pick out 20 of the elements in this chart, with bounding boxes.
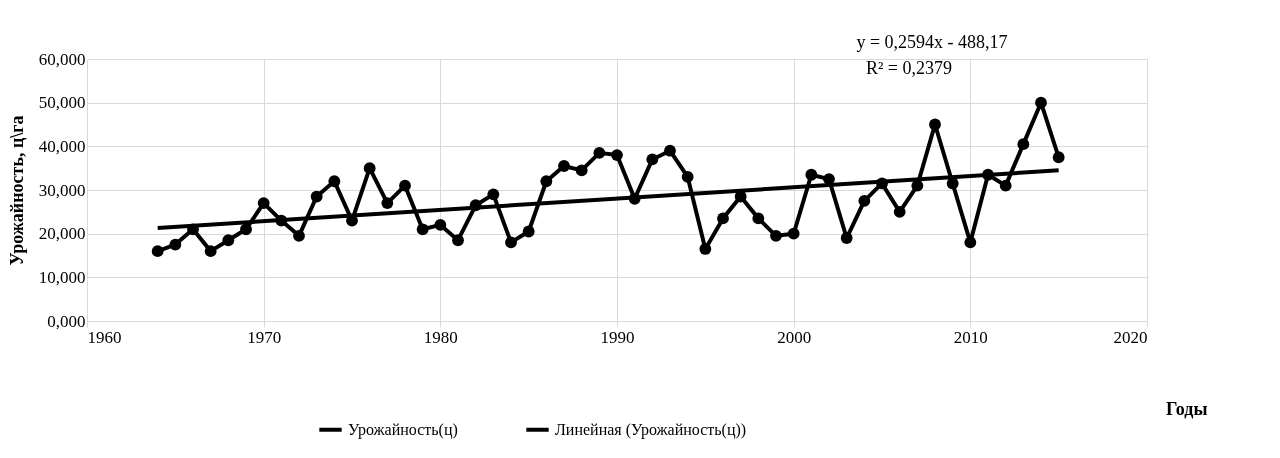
legend-label: Урожайность(ц) bbox=[348, 420, 458, 439]
y-tick-label: 30,000 bbox=[38, 180, 86, 200]
x-tick-label: 2010 bbox=[953, 327, 988, 347]
x-tick-label: 1970 bbox=[247, 327, 282, 347]
text: y = 0,2594x - 488,17 bbox=[856, 32, 1008, 52]
x-tick-label: 1980 bbox=[423, 327, 458, 347]
x-tick-label: 2000 bbox=[777, 327, 812, 347]
y-tick-label: 40,000 bbox=[38, 136, 86, 156]
annotation: R² = 0,2379 bbox=[865, 58, 953, 78]
x-tick-label: 1960 bbox=[87, 327, 122, 347]
y-tick-label: 10,000 bbox=[38, 267, 86, 287]
x-tick-label: 2020 bbox=[1113, 327, 1148, 347]
legend-label: Линейная (Урожайность(ц)) bbox=[555, 420, 747, 439]
y-tick-label: 0,000 bbox=[47, 311, 86, 331]
y-tick-label: 50,000 bbox=[38, 93, 86, 113]
y-axis-title: Урожайность, ц\га bbox=[6, 115, 27, 266]
x-axis-title: Годы bbox=[1165, 398, 1208, 419]
y-tick-label: 20,000 bbox=[38, 224, 86, 244]
x-tick-label: 1990 bbox=[600, 327, 635, 347]
y-tick-label: 60,000 bbox=[38, 49, 86, 69]
